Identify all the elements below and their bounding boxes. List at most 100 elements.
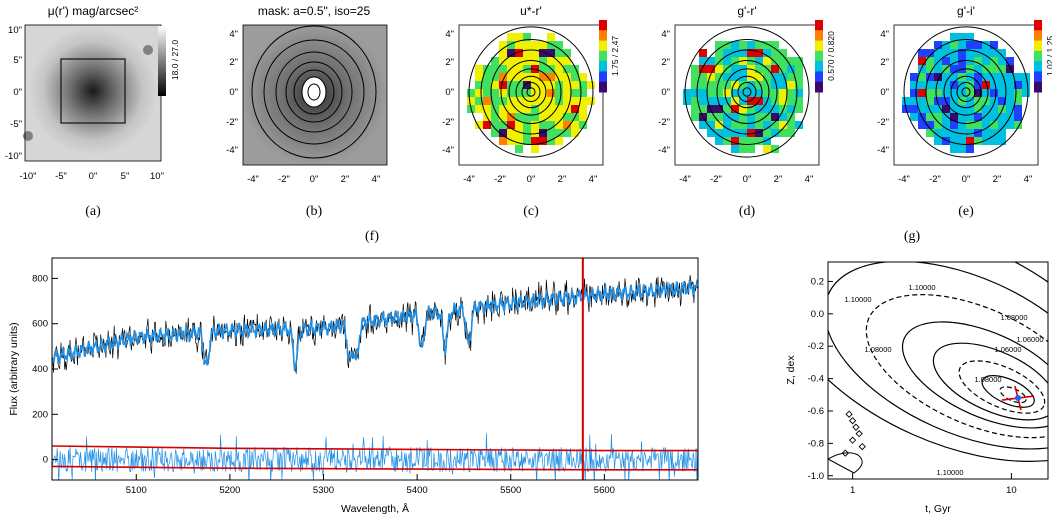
color-pixel-e [998,97,1006,105]
color-pixel-d [747,41,755,49]
isophote-e-1 [915,39,1017,145]
color-pixel-e [982,121,990,129]
color-pixel-c [515,33,523,41]
color-pixel-d [755,121,763,129]
ytick-e-4: -4" [877,145,889,156]
color-pixel-e [950,81,958,89]
isophote-c-2 [490,49,572,135]
color-pixel-e [1014,97,1022,105]
color-pixel-d [755,57,763,65]
color-pixel-c [563,105,571,113]
color-pixel-e [966,33,974,41]
color-pixel-e [910,113,918,121]
isophote-d-7 [742,87,752,97]
color-pixel-d [715,97,723,105]
color-pixel-e [1006,57,1014,65]
color-pixel-d [715,41,723,49]
color-pixel-e [910,89,918,97]
color-pixel-d [731,81,739,89]
color-pixel-d [731,89,739,97]
color-pixel-e [926,57,934,65]
isophote-d-2 [706,49,788,135]
color-pixel-d [763,41,771,49]
isophote-c-7 [526,87,536,97]
color-pixel-c [499,57,507,65]
isophote-d-1 [696,39,798,145]
color-pixel-d [763,121,771,129]
color-pixel-c [499,49,507,57]
color-pixel-d [699,81,707,89]
color-pixel-e [974,129,982,137]
color-pixel-e [1006,121,1014,129]
color-pixel-d [707,81,715,89]
color-pixel-e [974,73,982,81]
color-pixel-c [499,65,507,73]
color-pixel-e [958,113,966,121]
color-pixel-e [966,121,974,129]
color-pixel-d [763,105,771,113]
color-pixel-d [787,89,795,97]
color-pixel-e [974,41,982,49]
color-pixel-c [579,89,587,97]
color-pixel-e [926,105,934,113]
caption-g: (g) [904,229,921,244]
color-pixel-c [507,57,515,65]
contour-label-5: 1.06000 [1016,335,1043,344]
color-pixel-c [563,81,571,89]
color-pixel-d [755,137,763,145]
color-pixel-c [563,129,571,137]
color-pixel-d [739,145,747,153]
isophote-e-7 [961,87,971,97]
color-pixel-d [715,57,723,65]
color-pixel-d [691,89,699,97]
color-pixel-d [771,81,779,89]
isophote-d-4 [724,68,770,116]
color-pixel-e [918,89,926,97]
color-pixel-d [763,73,771,81]
color-pixel-d [715,65,723,73]
color-pixel-e [926,65,934,73]
color-pixel-c [531,113,539,121]
color-pixel-e [990,121,998,129]
color-pixel-d [787,129,795,137]
color-pixel-c [547,49,555,57]
spectrum-ytick-label: 600 [32,319,48,330]
color-pixel-c [563,65,571,73]
color-pixel-d [739,121,747,129]
color-pixel-e [942,137,950,145]
color-pixel-e [1014,113,1022,121]
color-pixel-d [771,57,779,65]
colorbar-segment-d [815,40,823,52]
color-pixel-e [966,81,974,89]
color-pixel-c [571,65,579,73]
color-pixel-c [491,113,499,121]
color-pixel-e [982,105,990,113]
contour-plot-area [828,262,1048,479]
color-pixel-e [958,105,966,113]
color-pixel-c [515,73,523,81]
color-pixel-e [958,145,966,153]
color-pixel-e [950,145,958,153]
color-pixel-d [747,81,755,89]
isophote-d-5 [731,75,763,109]
color-pixel-d [771,89,779,97]
color-pixel-c [515,65,523,73]
color-pixel-d [723,137,731,145]
color-pixel-d [707,97,715,105]
color-pixel-c [515,129,523,137]
xtick-b-0: -4" [247,174,259,185]
contour-ytick-label: -0.6 [808,406,824,417]
color-pixel-e [958,41,966,49]
color-pixel-e [934,49,942,57]
colorbar-segment-e [1034,20,1042,31]
color-pixel-c [499,89,507,97]
color-pixel-e [950,73,958,81]
color-pixel-e [918,105,926,113]
color-pixel-c [507,113,515,121]
ytick-d-2: 0" [661,87,670,98]
isophote-d-0 [684,26,810,158]
map-border-e [893,24,1039,166]
colorbar-segment-c [599,20,607,31]
diamond-marker-5 [858,442,866,451]
color-pixel-c [523,129,531,137]
